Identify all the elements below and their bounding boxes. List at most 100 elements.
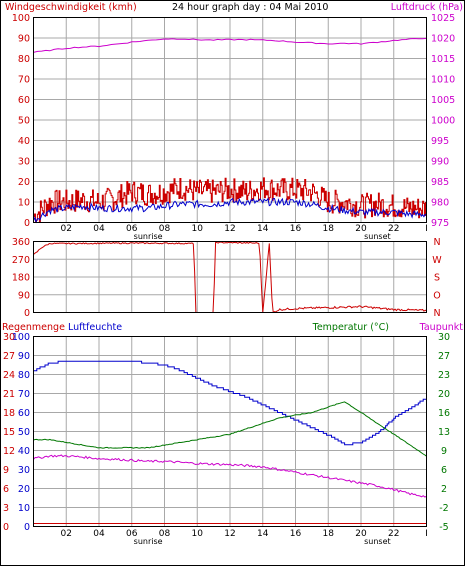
series-line-magenta <box>33 37 427 53</box>
rain-tick-label: 24 <box>3 370 15 381</box>
humidity-tick-label: 10 <box>18 503 30 514</box>
humidity-tick-label: 50 <box>18 427 30 438</box>
x-tick-label: 18 <box>323 529 335 539</box>
x-tick-label: 16 <box>290 224 302 234</box>
rain-tick-label: 3 <box>3 503 9 514</box>
grid <box>33 17 427 223</box>
temperature-axis-label: Temperatur (°C) <box>312 322 389 333</box>
rain-tick-label: 0 <box>3 522 9 533</box>
left-tick-label: 90 <box>18 290 30 301</box>
series-line-luftfeuchte <box>33 360 427 446</box>
rain-tick-label: 21 <box>3 389 15 400</box>
right-tick-label: N <box>433 237 440 248</box>
rain-tick-label: 6 <box>3 484 9 495</box>
right-tick-label: S <box>434 273 440 284</box>
humidity-tick-label: 30 <box>18 465 30 476</box>
right-tick-label: O <box>433 290 440 301</box>
series-line-taupunkt <box>33 454 427 498</box>
sunset-label: sunset <box>364 232 391 241</box>
right-tick-label: W <box>432 255 442 266</box>
series-line-blue <box>33 197 427 224</box>
temperature-tick-label: 30 <box>438 332 450 343</box>
x-tick-label: 10 <box>192 529 204 539</box>
temperature-tick-label: 2 <box>441 484 447 495</box>
right-tick-label: 980 <box>431 198 449 209</box>
right-tick-label: 1020 <box>431 34 455 45</box>
right-tick-label: 985 <box>431 177 449 188</box>
right-tick-label: 975 <box>431 218 449 229</box>
x-tick-label: 08 <box>159 529 171 539</box>
left-tick-label: 0 <box>24 308 30 319</box>
left-tick-label: 40 <box>18 136 30 147</box>
humidity-tick-label: 80 <box>18 370 30 381</box>
x-tick-label: 10 <box>192 224 204 234</box>
plot-frame <box>33 336 427 527</box>
humidity-tick-label: 0 <box>24 522 30 533</box>
x-tick-label: 14 <box>257 224 269 234</box>
rain-tick-label: 30 <box>3 332 15 343</box>
rain-tick-label: 15 <box>3 427 15 438</box>
x-tick-label: 20 <box>355 224 367 234</box>
x-tick-label: 04 <box>93 529 105 539</box>
temperature-tick-label: 16 <box>438 408 450 419</box>
rain-tick-label: 9 <box>3 465 9 476</box>
humidity-tick-label: 60 <box>18 408 30 419</box>
left-tick-label: 270 <box>12 255 30 266</box>
series-layer <box>33 360 427 524</box>
wind-speed-axis-label: Windgeschwindigkeit (kmh) <box>5 2 137 13</box>
humidity-tick-label: 90 <box>18 351 30 362</box>
panel-wind-direction: 360 N 270 W 180 S 90 O 0 N <box>12 237 442 319</box>
left-tick-label: 90 <box>18 34 30 45</box>
left-tick-label: 10 <box>18 198 30 209</box>
x-tick-label: 06 <box>126 224 138 234</box>
tick-labels: 0102030405060708090100975980985990995100… <box>12 13 455 241</box>
rain-axis-label: Regenmenge <box>2 322 65 333</box>
temperature-tick-label: 23 <box>438 370 450 381</box>
temperature-tick-label: 27 <box>438 351 450 362</box>
sunrise-label: sunrise <box>134 537 163 546</box>
x-tick-label: 14 <box>257 529 269 539</box>
temperature-tick-label: 20 <box>438 389 450 400</box>
left-tick-label: 70 <box>18 75 30 86</box>
plot-frame <box>33 17 427 223</box>
x-tick-label: I <box>425 224 428 234</box>
grid <box>33 241 427 313</box>
sunrise-label: sunrise <box>134 232 163 241</box>
left-tick-label: 80 <box>18 54 30 65</box>
x-tick-label: 12 <box>224 224 235 234</box>
left-tick-label: 180 <box>12 273 30 284</box>
rain-tick-label: 12 <box>3 446 15 457</box>
right-tick-label: 995 <box>431 136 449 147</box>
x-tick-label: 22 <box>388 224 399 234</box>
humidity-tick-label: 40 <box>18 446 30 457</box>
rain-tick-label: 27 <box>3 351 15 362</box>
right-tick-label: 1015 <box>431 54 455 65</box>
right-tick-label: 1010 <box>431 75 455 86</box>
panel-wind-pressure: Windgeschwindigkeit (kmh) 24 hour graph … <box>5 2 463 241</box>
x-tick-label: 22 <box>388 529 399 539</box>
left-tick-label: 60 <box>18 95 30 106</box>
series-line-temperatur <box>33 401 427 457</box>
x-tick-label: 04 <box>93 224 105 234</box>
humidity-tick-label: 20 <box>18 484 30 495</box>
left-tick-label: 20 <box>18 177 30 188</box>
series-layer <box>33 241 427 313</box>
left-tick-label: 360 <box>12 237 30 248</box>
humidity-axis-label: Luftfeuchte <box>68 322 122 333</box>
left-tick-label: 50 <box>18 116 30 127</box>
dewpoint-axis-label: Taupunkt <box>419 322 464 333</box>
x-tick-label: I <box>425 529 428 539</box>
left-tick-label: 0 <box>24 218 30 229</box>
tick-labels: 360 N 270 W 180 S 90 O 0 N <box>12 237 442 319</box>
series-layer <box>33 37 427 224</box>
x-tick-label: 06 <box>126 529 138 539</box>
right-tick-label: 990 <box>431 157 449 168</box>
x-tick-label: 16 <box>290 529 302 539</box>
rain-tick-label: 18 <box>3 408 15 419</box>
sunset-label: sunset <box>364 537 391 546</box>
x-tick-label: 20 <box>355 529 367 539</box>
temperature-tick-label: -5 <box>439 522 448 533</box>
